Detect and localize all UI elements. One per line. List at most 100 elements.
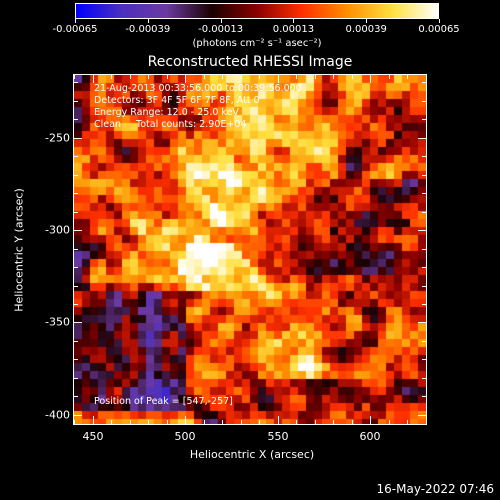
axis-tick <box>407 75 408 79</box>
info-clean-counts: Clean Total counts: 2.90E+04 <box>94 119 247 130</box>
axis-tick <box>422 304 426 305</box>
colorbar-units: (photons cm⁻² s⁻¹ asec⁻²) <box>192 38 322 49</box>
axis-tick <box>185 75 186 83</box>
axis-tick <box>74 193 78 194</box>
colorbar-tick <box>220 19 222 23</box>
axis-tick <box>370 75 371 83</box>
axis-tick <box>74 156 78 157</box>
axis-tick <box>93 75 94 83</box>
axis-tick <box>422 101 426 102</box>
axis-tick <box>74 378 78 379</box>
axis-tick <box>74 119 78 120</box>
axis-tick <box>315 420 316 424</box>
axis-tick <box>148 420 149 424</box>
axis-tick <box>74 415 82 416</box>
colorbar-tick <box>147 19 149 23</box>
axis-tick <box>74 286 78 287</box>
axis-tick <box>422 156 426 157</box>
x-axis-label: Heliocentric X (arcsec) <box>189 448 315 461</box>
axis-tick <box>222 420 223 424</box>
colorbar-tick <box>439 19 440 23</box>
axis-tick <box>74 101 78 102</box>
y-tick-label: -400 <box>45 408 70 422</box>
axis-tick <box>352 75 353 79</box>
y-tick-label: -300 <box>45 223 70 237</box>
axis-tick <box>296 75 297 79</box>
axis-tick <box>74 341 78 342</box>
axis-tick <box>74 396 78 397</box>
x-tick-label: 600 <box>359 430 381 443</box>
axis-tick <box>130 75 131 79</box>
colorbar <box>75 3 439 19</box>
axis-tick <box>278 416 279 424</box>
info-time-range: 21-Aug-2013 00:33:56.000 to 00:39:56.000 <box>94 83 302 94</box>
y-tick-label: -350 <box>45 315 70 329</box>
axis-tick <box>422 212 426 213</box>
axis-tick <box>74 304 78 305</box>
axis-tick <box>93 416 94 424</box>
axis-tick <box>422 249 426 250</box>
axis-tick <box>422 82 426 83</box>
axis-tick <box>259 75 260 79</box>
axis-tick <box>111 75 112 79</box>
axis-tick <box>204 75 205 79</box>
colorbar-tick-label: -0.00013 <box>198 24 244 35</box>
axis-tick <box>389 420 390 424</box>
colorbar-tick <box>75 19 76 23</box>
axis-tick <box>74 230 82 231</box>
axis-tick <box>241 420 242 424</box>
axis-tick <box>422 119 426 120</box>
axis-tick <box>422 359 426 360</box>
axis-tick <box>296 420 297 424</box>
axis-tick <box>422 286 426 287</box>
plot-frame <box>73 74 427 425</box>
axis-tick <box>426 420 427 424</box>
axis-tick <box>333 420 334 424</box>
axis-tick <box>422 267 426 268</box>
colorbar-tick <box>293 19 295 23</box>
axis-tick <box>418 415 426 416</box>
colorbar-tick <box>366 19 368 23</box>
axis-tick <box>407 420 408 424</box>
info-peak-position: Position of Peak = [547,-257] <box>94 396 233 407</box>
colorbar-tick-label: 0.00039 <box>345 24 387 35</box>
axis-tick <box>422 175 426 176</box>
axis-tick <box>74 249 78 250</box>
axis-tick <box>418 322 426 323</box>
axis-tick <box>315 75 316 79</box>
x-tick-label: 550 <box>267 430 289 443</box>
plot-title: Reconstructed RHESSI Image <box>147 54 353 70</box>
timestamp: 16-May-2022 07:46 <box>376 482 494 496</box>
axis-tick <box>74 138 82 139</box>
axis-tick <box>389 75 390 79</box>
info-energy-range: Energy Range: 12.0 - 25.0 keV <box>94 107 239 118</box>
axis-tick <box>74 175 78 176</box>
axis-tick <box>422 341 426 342</box>
axis-tick <box>74 359 78 360</box>
colorbar-tick-label: 0.00065 <box>418 24 460 35</box>
axis-tick <box>130 420 131 424</box>
axis-tick <box>222 75 223 79</box>
axis-tick <box>111 420 112 424</box>
y-tick-label: -250 <box>45 131 70 145</box>
info-detectors: Detectors: 3F 4F 5F 6F 7F 8F, Att 0 <box>94 95 260 106</box>
axis-tick <box>278 75 279 83</box>
axis-tick <box>352 420 353 424</box>
axis-tick <box>422 396 426 397</box>
axis-tick <box>422 378 426 379</box>
rhessi-image <box>74 75 426 424</box>
axis-tick <box>74 322 82 323</box>
axis-tick <box>259 420 260 424</box>
axis-tick <box>74 82 78 83</box>
axis-tick <box>74 75 75 79</box>
axis-tick <box>148 75 149 79</box>
colorbar-tick-label: 0.00013 <box>272 24 315 35</box>
axis-tick <box>167 420 168 424</box>
axis-tick <box>418 230 426 231</box>
axis-tick <box>333 75 334 79</box>
x-tick-label: 450 <box>82 430 104 443</box>
x-tick-label: 500 <box>174 430 196 443</box>
axis-tick <box>426 75 427 79</box>
axis-tick <box>370 416 371 424</box>
axis-tick <box>74 420 75 424</box>
